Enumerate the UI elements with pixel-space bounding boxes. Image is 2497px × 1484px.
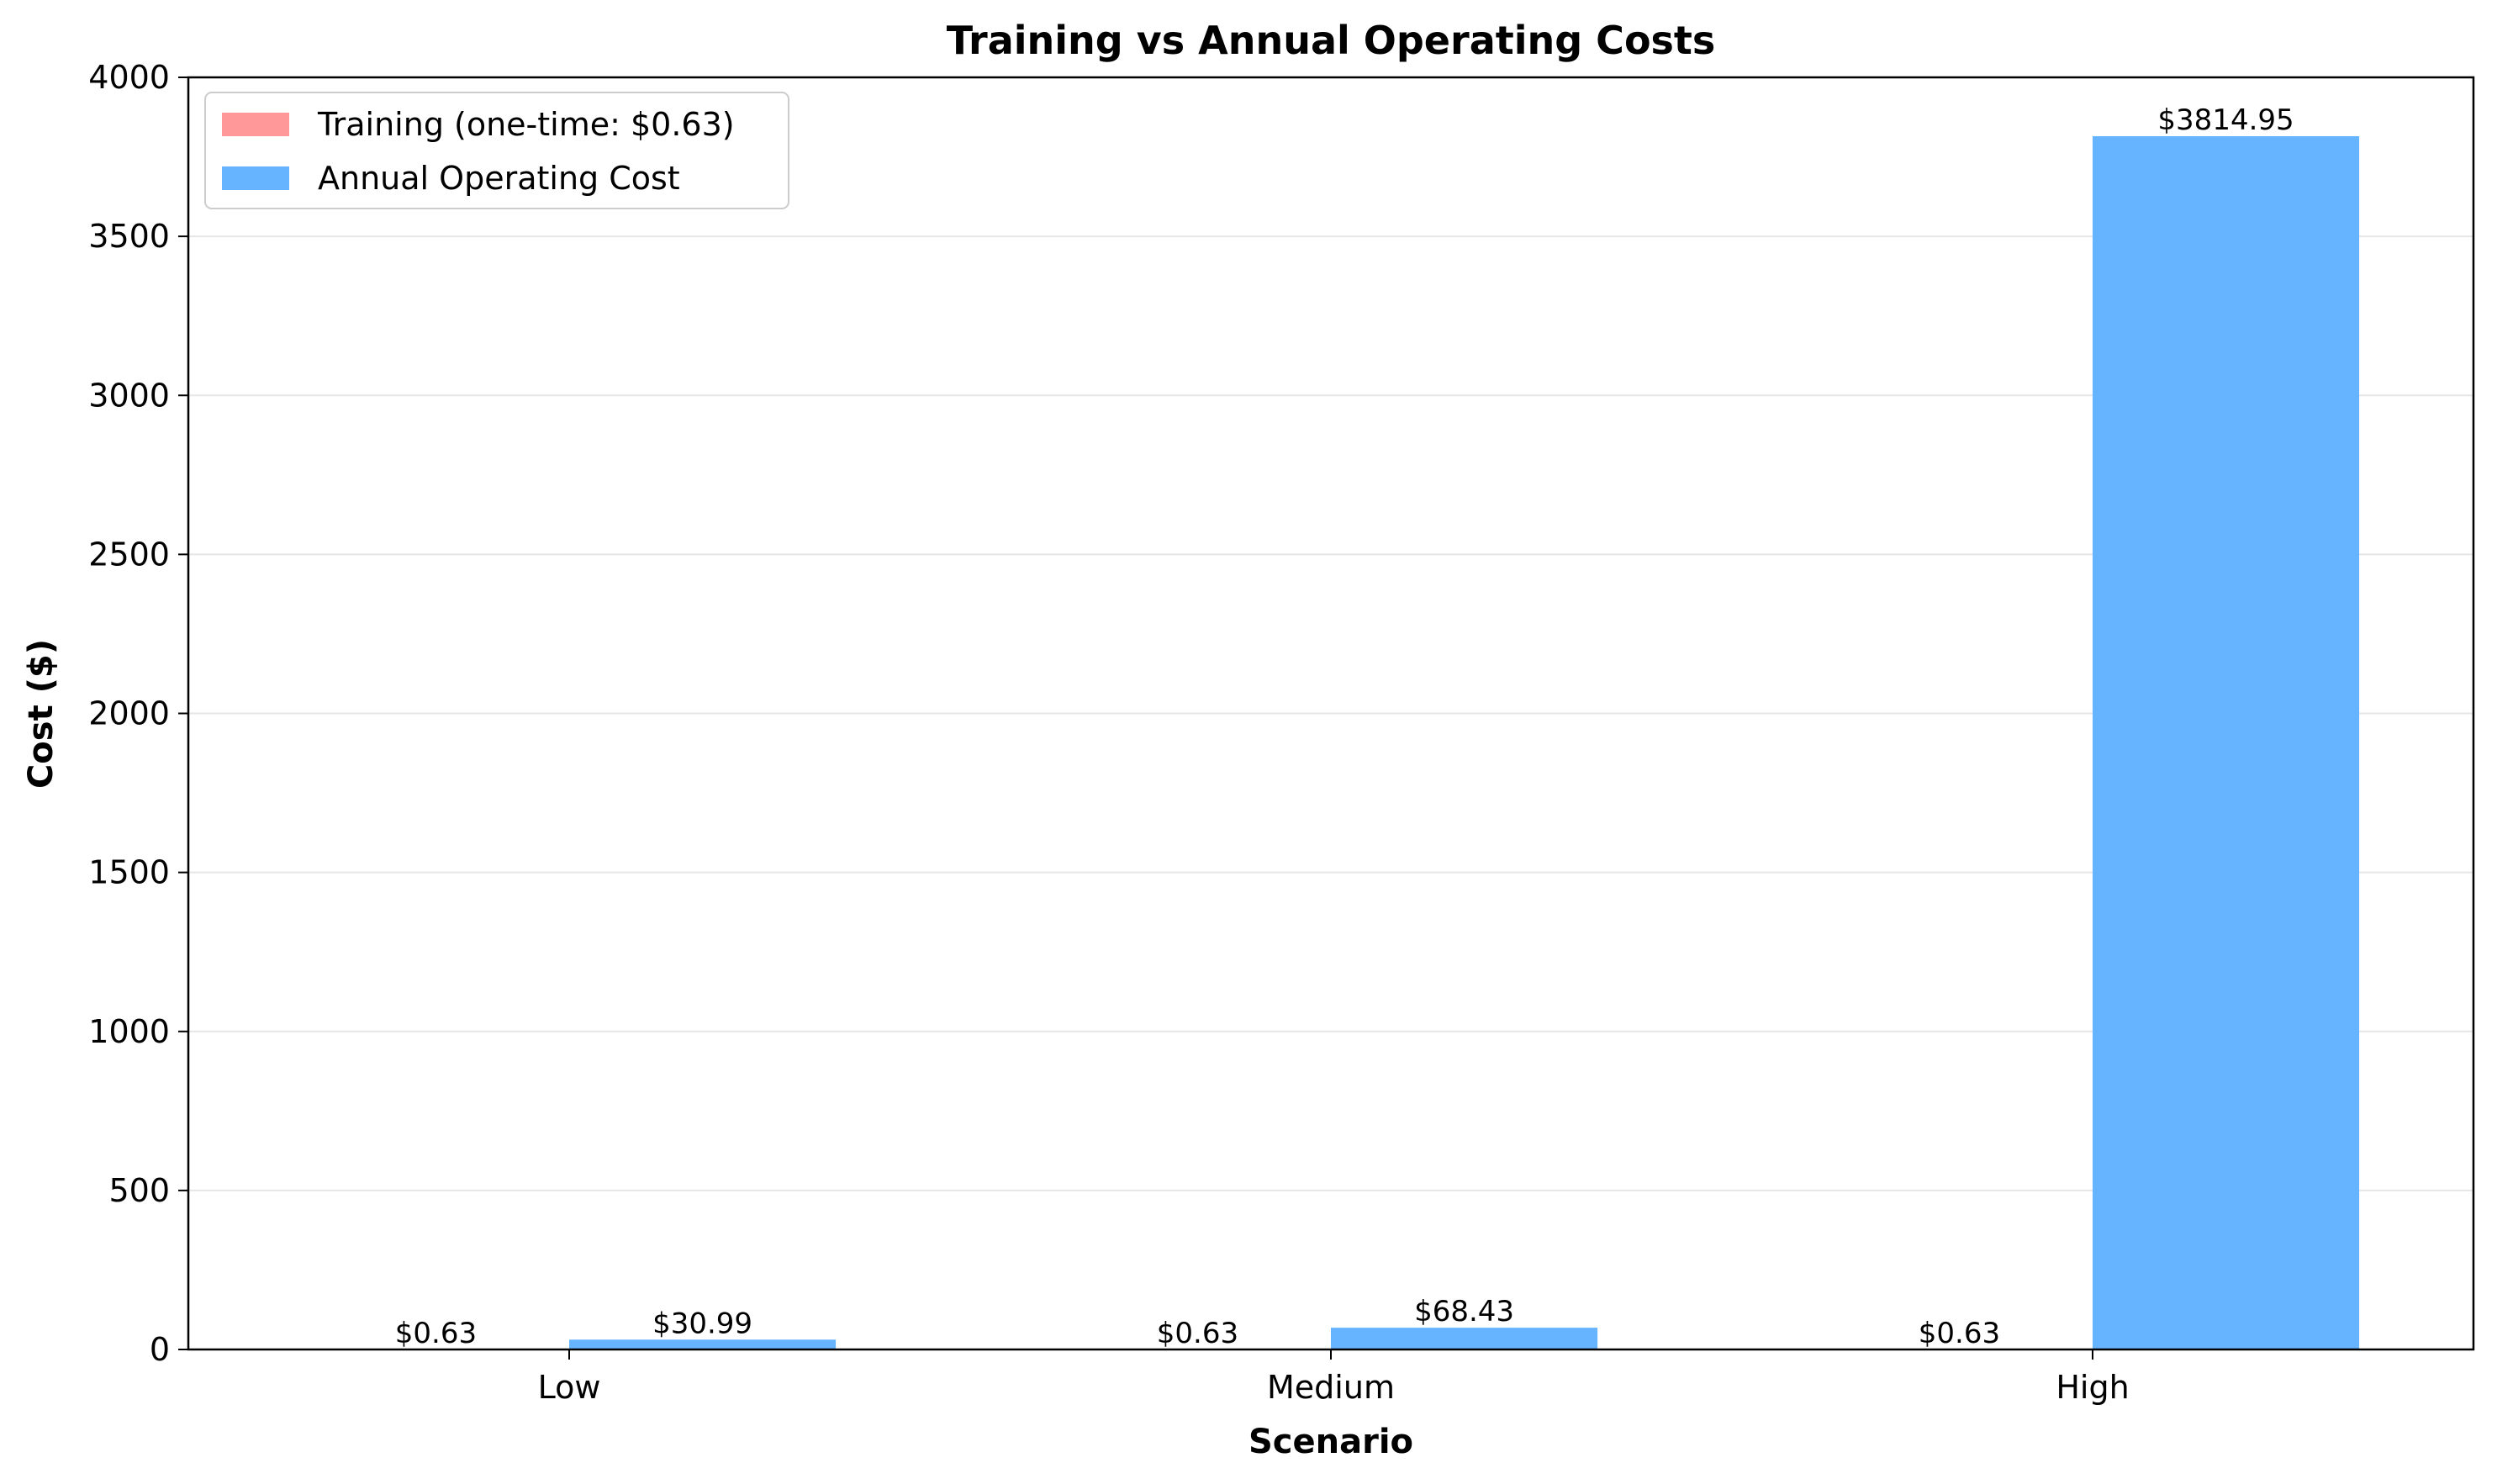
legend-swatch: [222, 166, 289, 190]
y-tick-label: 4000: [88, 59, 170, 96]
bar-annual-operating-low: [569, 1339, 837, 1349]
y-tick-label: 0: [150, 1331, 170, 1368]
x-tick-label: Low: [538, 1369, 601, 1406]
data-label: $68.43: [1414, 1295, 1514, 1328]
y-tick-label: 500: [108, 1172, 170, 1209]
y-tick-label: 2000: [88, 695, 170, 732]
legend-label: Training (one-time: $0.63): [317, 106, 735, 143]
y-tick-label: 3500: [88, 218, 170, 255]
plot-frame: [187, 76, 2475, 1351]
y-tick-label: 3000: [88, 377, 170, 414]
y-axis-label: Cost ($): [22, 639, 61, 789]
data-label: $0.63: [1919, 1317, 2000, 1350]
legend-box: [204, 92, 789, 209]
x-axis: Low Medium High: [538, 1349, 2130, 1406]
x-tick-label: Medium: [1267, 1369, 1395, 1406]
bar-annual-operating-high: [2093, 135, 2360, 1350]
x-axis-label: Scenario: [1248, 1423, 1413, 1461]
y-tick-label: 1000: [88, 1013, 170, 1050]
bars: [302, 135, 2360, 1350]
legend: Training (one-time: $0.63) Annual Operati…: [204, 92, 789, 209]
legend-label: Annual Operating Cost: [318, 160, 680, 197]
data-label: $0.63: [1157, 1317, 1238, 1350]
chart-title: Training vs Annual Operating Costs: [947, 18, 1716, 63]
y-axis: 0 500 1000 1500 2000 2500 3000 3500 4000: [88, 59, 188, 1368]
data-label: $30.99: [652, 1307, 752, 1340]
y-tick-label: 2500: [88, 536, 170, 573]
data-labels: $0.63 $0.63 $0.63 $30.99 $68.43 $3814.95: [395, 103, 2294, 1350]
bar-annual-operating-medium: [1331, 1328, 1598, 1349]
data-label: $0.63: [395, 1317, 477, 1350]
legend-swatch: [222, 113, 289, 136]
y-tick-label: 1500: [88, 854, 170, 891]
x-tick-label: High: [2056, 1369, 2129, 1406]
data-label: $3814.95: [2157, 103, 2294, 137]
